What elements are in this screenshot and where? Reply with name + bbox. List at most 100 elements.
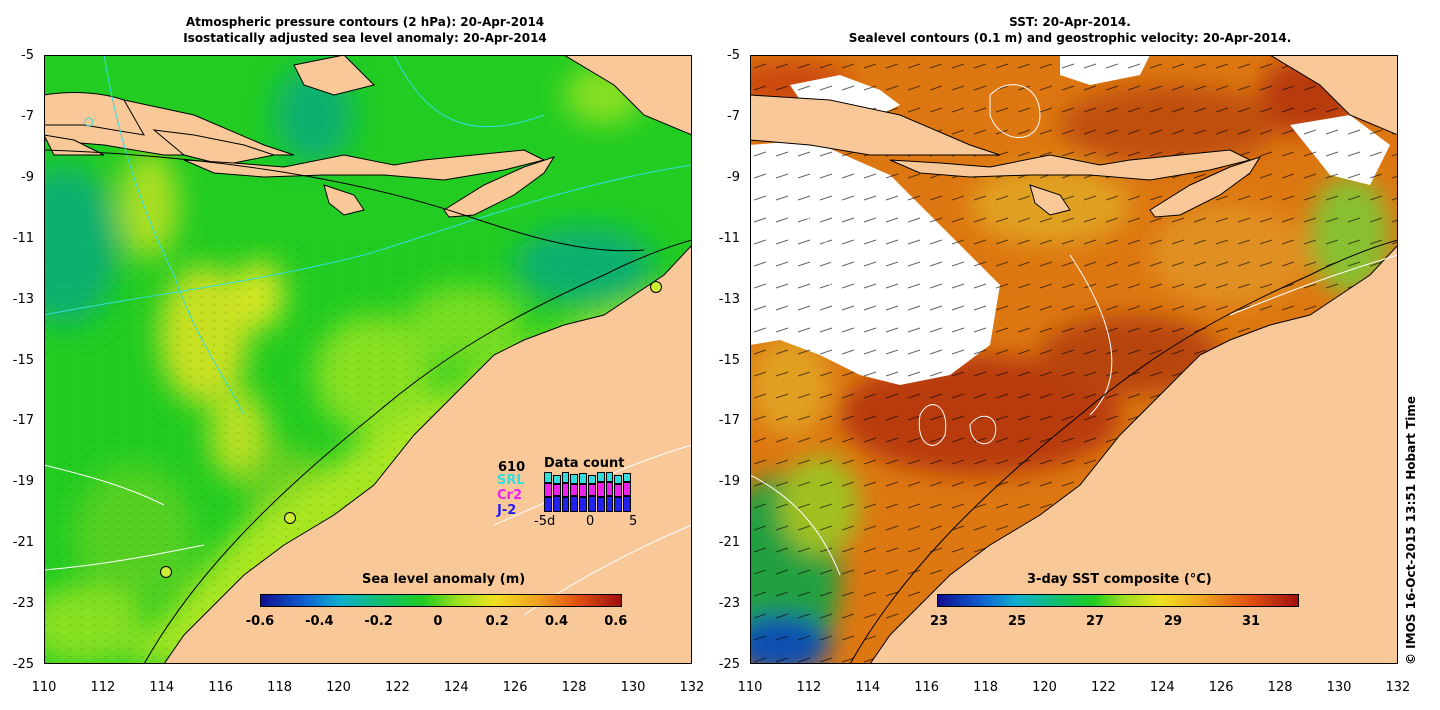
latitude-tick-label: -25 [12, 657, 34, 672]
colorbar-tick-label: 0.2 [485, 614, 509, 629]
data-count-segment-srl [614, 475, 623, 485]
data-count-segment-j2 [623, 496, 631, 512]
data-count-bar [596, 472, 605, 512]
tide-gauge-marker[interactable] [650, 281, 662, 293]
colorbar-tick-label: 29 [1163, 614, 1183, 629]
sst-map[interactable] [750, 55, 1398, 664]
inset-axis-label: 5 [629, 514, 638, 529]
data-count-segment-j2 [570, 496, 579, 512]
colorbar-tick-label: -0.6 [245, 614, 275, 629]
land-masses [750, 55, 1398, 664]
latitude-tick-label: -5 [727, 48, 740, 63]
tide-gauge-marker[interactable] [160, 566, 172, 578]
data-count-title: Data count [544, 456, 625, 471]
data-count-bar [552, 472, 561, 512]
latitude-tick-label: -19 [718, 474, 740, 490]
data-count-bar [570, 472, 579, 512]
longitude-tick-label: 110 [737, 680, 763, 695]
tide-gauge-marker[interactable] [84, 117, 94, 127]
latitude-tick-label: -15 [718, 352, 740, 368]
data-count-segment-cr2 [614, 484, 623, 497]
latitude-tick-label: -23 [12, 596, 34, 612]
colorbar-tick-label: -0.4 [305, 614, 334, 629]
left-title-line2: Isostatically adjusted sea level anomaly… [183, 31, 547, 45]
imos-credit: © IMOS 16-Oct-2015 13:51 Hobart Time [1404, 395, 1418, 665]
data-count-segment-srl [544, 472, 552, 484]
right-title-line2: Sealevel contours (0.1 m) and geostrophi… [848, 31, 1292, 45]
longitude-tick-label: 122 [384, 680, 410, 695]
latitude-tick-label: -23 [718, 596, 740, 612]
data-count-segment-j2 [588, 496, 596, 512]
latitude-tick-label: -9 [21, 169, 34, 185]
data-count-bar [561, 472, 570, 512]
data-count-segment-cr2 [596, 482, 605, 497]
latitude-tick-label: -21 [718, 535, 740, 551]
colorbar-tick-label: 23 [929, 614, 949, 629]
latitude-tick-label: -17 [12, 413, 34, 429]
data-count-segment-srl [579, 472, 587, 485]
left-title: Atmospheric pressure contours (2 hPa): 2… [120, 14, 610, 46]
data-count-segment-cr2 [544, 483, 552, 497]
tide-gauge-marker[interactable] [284, 512, 296, 524]
longitude-tick-label: 120 [1032, 680, 1057, 695]
colorbar-tick-label: 27 [1085, 614, 1105, 629]
colorbar-tick-label: -0.2 [364, 614, 393, 629]
longitude-tick-label: 124 [443, 680, 469, 695]
longitude-tick-label: 128 [1267, 680, 1293, 695]
data-count-segment-j2 [552, 496, 561, 512]
data-count-segment-srl [552, 475, 561, 484]
latitude-tick-label: -7 [21, 108, 34, 124]
sea-level-contours [750, 84, 1398, 576]
data-count-segment-cr2 [588, 484, 596, 496]
colorbar-tick-label: 0.4 [544, 614, 569, 629]
sat-label-srl: SRL [497, 473, 525, 488]
right-title: SST: 20-Apr-2014. Sealevel contours (0.1… [760, 14, 1380, 46]
data-count-segment-cr2 [579, 484, 587, 497]
longitude-tick-label: 116 [914, 680, 940, 695]
longitude-tick-label: 114 [855, 680, 881, 695]
sla-colorbar-title: Sea level anomaly (m) [362, 572, 526, 587]
longitude-tick-label: 122 [1090, 680, 1116, 695]
data-count-segment-j2 [544, 496, 552, 512]
sla-colorbar[interactable] [260, 594, 622, 607]
data-count-segment-srl [596, 472, 605, 483]
latitude-tick-label: -21 [12, 535, 34, 551]
data-count-segment-j2 [579, 496, 587, 512]
sat-label-cr2: Cr2 [497, 488, 522, 503]
data-count-segment-cr2 [623, 482, 631, 496]
data-count-bar [623, 472, 631, 512]
latitude-tick-label: -9 [727, 169, 740, 185]
colorbar-tick-label: 25 [1007, 614, 1027, 629]
latitude-tick-label: -25 [718, 657, 740, 672]
colorbar-tick-label: 0.6 [604, 614, 628, 629]
longitude-tick-label: 120 [326, 680, 351, 695]
sst-colorbar[interactable] [937, 594, 1299, 607]
latitude-tick-label: -19 [12, 474, 34, 490]
shelf-contours [849, 239, 1398, 664]
longitude-tick-label: 118 [973, 680, 998, 695]
sea-level-anomaly-map[interactable] [44, 55, 692, 664]
data-count-segment-cr2 [570, 484, 579, 496]
longitude-tick-label: 112 [90, 680, 116, 695]
data-count-bar [605, 472, 614, 512]
longitude-tick-label: 116 [208, 680, 234, 695]
depth-contours [44, 55, 692, 416]
sat-label-j2: J-2 [497, 503, 517, 518]
data-count-segment-cr2 [605, 482, 614, 496]
longitude-tick-label: 130 [620, 680, 646, 695]
latitude-tick-label: -13 [718, 291, 740, 307]
data-count-segment-srl [588, 475, 596, 484]
data-count-segment-j2 [596, 496, 605, 512]
land-masses [44, 55, 692, 664]
inset-axis-label: -5d [534, 514, 556, 529]
data-count-bar [588, 472, 596, 512]
colorbar-tick-label: 0 [433, 614, 443, 629]
longitude-tick-label: 126 [502, 680, 528, 695]
data-count-total: 610 [498, 460, 526, 475]
data-count-segment-cr2 [561, 483, 570, 497]
shelf-contours [44, 149, 692, 664]
data-count-bar [579, 472, 587, 512]
data-count-segment-srl [605, 472, 614, 483]
longitude-tick-label: 124 [1149, 680, 1175, 695]
data-count-bar [614, 472, 623, 512]
